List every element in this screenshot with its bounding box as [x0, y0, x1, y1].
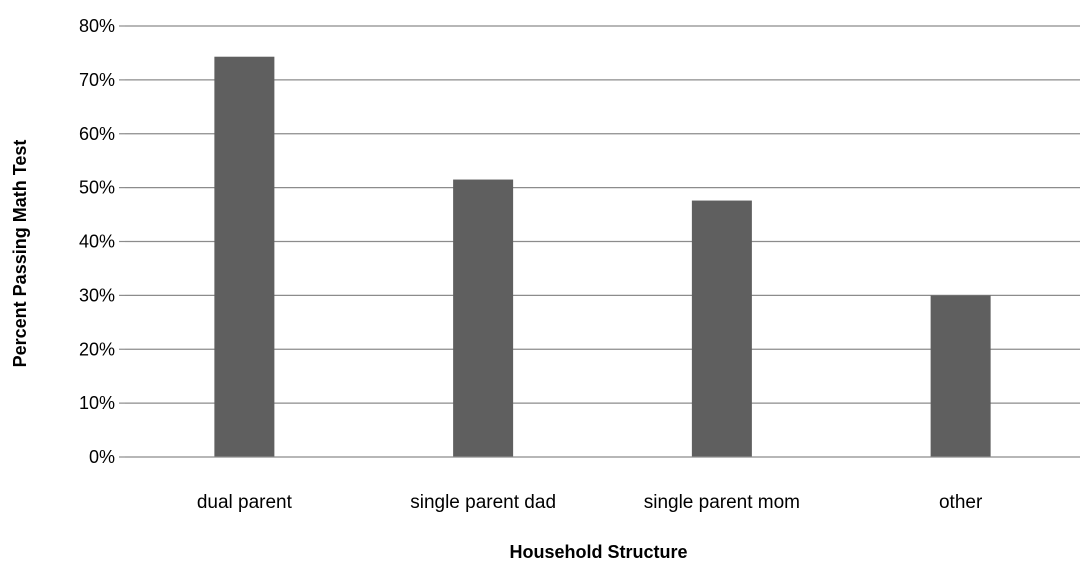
x-tick-label: single parent dad — [410, 492, 556, 513]
bar-other — [930, 295, 991, 457]
bars — [214, 56, 991, 458]
y-tick-label: 50% — [79, 178, 115, 198]
y-tick-label: 30% — [79, 285, 115, 305]
y-tick-label: 20% — [79, 339, 115, 359]
bar-single-parent-mom — [691, 200, 752, 457]
x-axis-ticks: dual parent single parent dad single paren… — [197, 492, 983, 513]
y-axis-ticks: 0% 10% 20% 30% 40% 50% 60% 70% 80% — [79, 16, 125, 467]
x-axis-title: Household Structure — [509, 542, 687, 562]
y-tick-label: 80% — [79, 16, 115, 36]
y-tick-label: 60% — [79, 124, 115, 144]
bar-dual-parent — [214, 56, 275, 458]
x-tick-label: dual parent — [197, 492, 293, 513]
y-tick-label: 70% — [79, 70, 115, 90]
bar-single-parent-dad — [453, 179, 514, 457]
x-tick-label: single parent mom — [644, 492, 800, 513]
y-tick-label: 10% — [79, 393, 115, 413]
y-axis-title: Percent Passing Math Test — [10, 140, 30, 368]
y-tick-label: 40% — [79, 232, 115, 252]
gridlines — [125, 25, 1080, 404]
x-tick-label: other — [939, 492, 983, 513]
y-tick-label: 0% — [89, 447, 115, 467]
